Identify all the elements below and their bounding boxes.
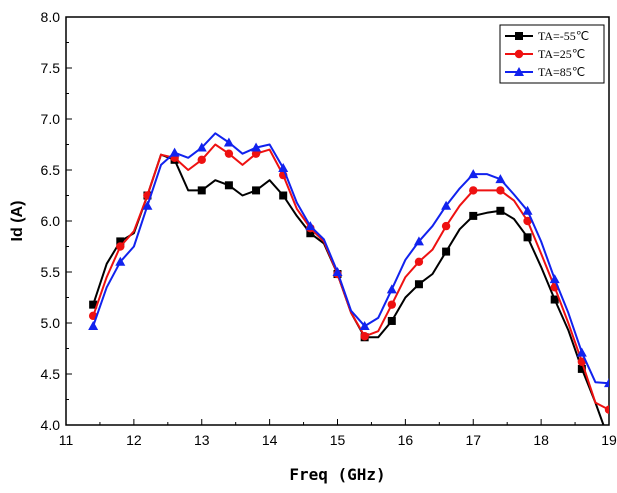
data-point <box>496 186 505 195</box>
legend-label: TA=-55℃ <box>538 29 589 43</box>
data-point <box>604 405 609 414</box>
data-point <box>414 280 423 289</box>
data-point <box>577 364 586 373</box>
data-point <box>279 191 288 200</box>
data-point <box>278 162 289 172</box>
data-point <box>305 221 316 231</box>
y-tick-label: 6.5 <box>41 162 61 178</box>
y-tick-label: 4.0 <box>41 417 61 433</box>
data-point <box>522 205 533 215</box>
data-point <box>142 200 153 210</box>
data-point <box>414 257 424 266</box>
x-tick-label: 11 <box>59 432 74 448</box>
data-point <box>252 186 261 195</box>
y-tick-label: 7.5 <box>41 60 61 76</box>
data-point <box>115 256 126 266</box>
data-point <box>577 357 587 366</box>
x-tick-label: 13 <box>194 432 210 448</box>
legend-label: TA=85℃ <box>538 65 585 79</box>
data-point <box>550 295 559 304</box>
y-tick-label: 7.0 <box>41 111 61 127</box>
data-point <box>441 200 452 210</box>
data-point <box>387 316 396 325</box>
data-point <box>468 169 479 179</box>
data-point <box>523 216 532 226</box>
legend-marker <box>514 49 524 59</box>
x-tick-label: 12 <box>126 432 142 448</box>
data-point <box>197 155 206 164</box>
data-point <box>495 174 506 184</box>
legend-label: TA=25℃ <box>538 47 585 61</box>
y-tick-label: 4.5 <box>41 366 61 382</box>
data-point <box>224 149 234 158</box>
data-point <box>604 378 609 388</box>
axes-layer: 11 12 13 14 15 16 17 18 19 4.0 4.5 5.0 5.5 6.0 6.5 7.0 7… <box>41 9 617 448</box>
data-point <box>413 236 424 246</box>
data-point <box>469 211 478 220</box>
data-point <box>89 300 98 309</box>
data-point <box>469 186 478 195</box>
data-point <box>523 233 532 242</box>
data-point <box>442 247 451 256</box>
x-axis-title: Freq (GHz) <box>289 465 385 484</box>
data-point <box>387 300 396 309</box>
legend-marker <box>514 67 524 76</box>
legend-marker <box>515 32 523 40</box>
y-tick-label: 5.5 <box>41 264 61 280</box>
x-tick-label: 18 <box>533 432 549 448</box>
series-0 <box>89 153 605 425</box>
x-tick-label: 16 <box>398 432 414 448</box>
data-point <box>88 321 99 331</box>
data-point <box>386 284 397 294</box>
x-tick-label: 15 <box>330 432 346 448</box>
data-point <box>196 142 207 152</box>
data-point <box>251 149 261 158</box>
y-tick-label: 8.0 <box>41 9 61 25</box>
data-point <box>116 242 125 251</box>
data-point <box>332 267 343 276</box>
x-tick-label: 19 <box>601 432 617 448</box>
data-point <box>197 186 206 195</box>
data-point <box>359 321 370 331</box>
data-point <box>549 274 560 284</box>
y-tick-label: 6.0 <box>41 213 61 229</box>
series-line <box>92 143 609 411</box>
series-layer <box>88 132 609 425</box>
x-tick-label: 17 <box>465 432 481 448</box>
data-point <box>360 332 369 341</box>
data-point <box>251 142 262 152</box>
data-point <box>496 206 505 215</box>
series-1 <box>88 143 609 414</box>
data-point <box>116 237 125 246</box>
x-tick-label: 14 <box>262 432 278 448</box>
series-line <box>92 153 605 425</box>
y-tick-label: 5.0 <box>41 315 61 331</box>
series-2 <box>88 132 609 388</box>
data-point <box>169 147 180 157</box>
data-point <box>223 137 234 147</box>
y-axis-title: Id (A) <box>9 201 26 242</box>
data-point <box>441 221 451 231</box>
data-point <box>224 181 233 190</box>
data-point <box>576 347 587 357</box>
legend: TA=-55℃ TA=25℃ TA=85℃ <box>499 24 605 84</box>
data-point <box>306 229 315 238</box>
series-line <box>92 132 609 385</box>
